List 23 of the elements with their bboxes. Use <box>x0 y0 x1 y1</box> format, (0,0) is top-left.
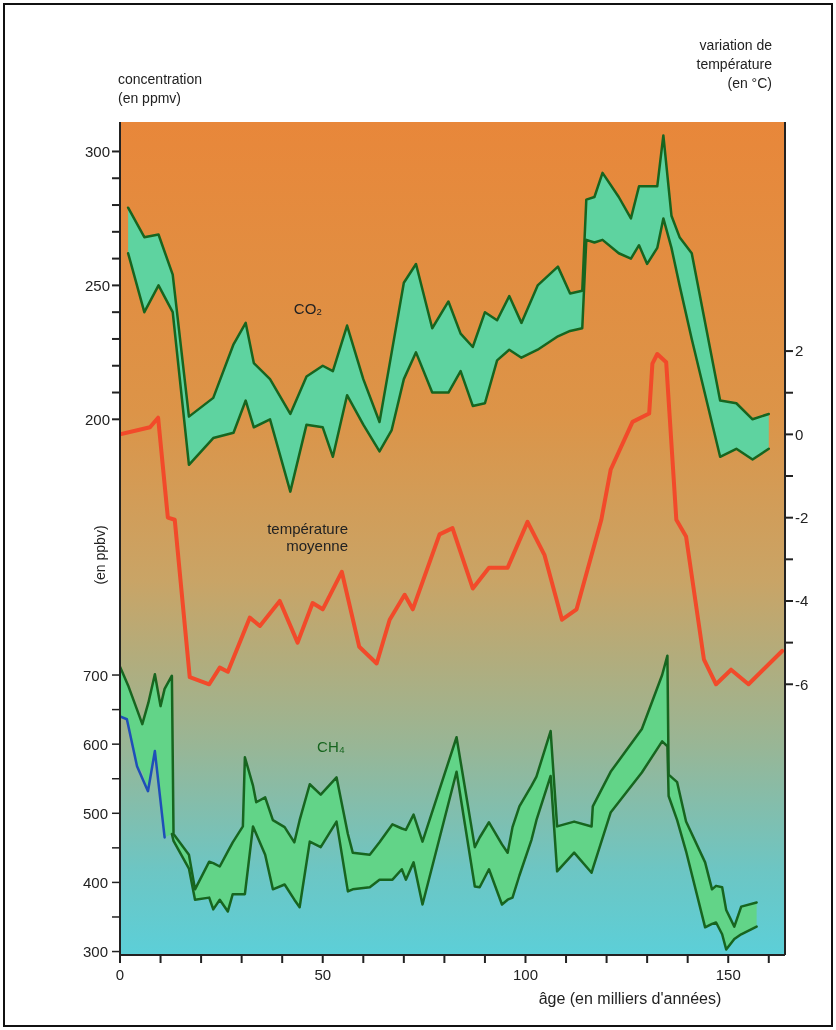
y2-tick-label: 0 <box>795 425 804 443</box>
y3-tick-label: 400 <box>82 873 108 891</box>
y2-tick-label: -2 <box>795 509 809 526</box>
y-tick-label: 250 <box>84 276 110 294</box>
x-tick-label: 50 <box>314 965 332 983</box>
y2-tick-label: 2 <box>795 342 804 360</box>
y3-tick-label: 700 <box>82 666 108 684</box>
y3-axis-title: (en ppbv) <box>92 525 108 585</box>
y2-tick-label: -6 <box>795 675 809 693</box>
y-tick-label: 200 <box>84 410 110 428</box>
series-label: CH₄ <box>316 738 346 755</box>
series-label: CO₂ <box>292 300 324 317</box>
y2-axis-title: variation de température (en °C) <box>695 36 772 93</box>
series-label: température moyenne <box>266 520 348 554</box>
x-tick-label: 150 <box>715 965 741 983</box>
y2-tick-label: -4 <box>795 592 809 610</box>
y-axis-title: concentration (en ppmv) <box>118 70 204 108</box>
y3-tick-label: 600 <box>82 735 108 753</box>
x-axis-title: âge (en milliers d'années) <box>537 990 723 1008</box>
y3-tick-label: 500 <box>82 804 108 822</box>
y-tick-label: 300 <box>84 142 110 160</box>
x-tick-label: 100 <box>512 965 538 983</box>
x-tick-label: 0 <box>115 965 125 983</box>
